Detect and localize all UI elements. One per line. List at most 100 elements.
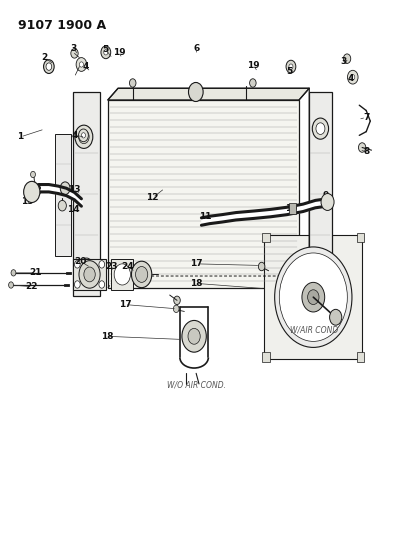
Circle shape bbox=[351, 75, 355, 80]
Circle shape bbox=[129, 79, 136, 87]
Circle shape bbox=[315, 262, 326, 276]
Circle shape bbox=[189, 83, 203, 101]
Circle shape bbox=[188, 328, 200, 344]
Circle shape bbox=[275, 247, 352, 348]
Text: W/AIR COND: W/AIR COND bbox=[291, 326, 339, 335]
Circle shape bbox=[99, 281, 105, 288]
Text: 24: 24 bbox=[121, 262, 134, 271]
Bar bbox=[73, 259, 106, 290]
Text: 2: 2 bbox=[42, 53, 48, 62]
Text: 15: 15 bbox=[21, 198, 34, 206]
Circle shape bbox=[136, 266, 148, 282]
Wedge shape bbox=[282, 301, 308, 336]
Bar bbox=[55, 134, 71, 256]
Text: 18: 18 bbox=[190, 279, 203, 288]
Text: 12: 12 bbox=[146, 193, 159, 202]
Text: 3: 3 bbox=[70, 44, 76, 53]
Text: 3: 3 bbox=[340, 57, 346, 66]
Circle shape bbox=[259, 262, 265, 271]
Text: 4: 4 bbox=[348, 74, 354, 83]
Text: W/O AIR COND.: W/O AIR COND. bbox=[167, 380, 226, 389]
Circle shape bbox=[58, 200, 66, 211]
Circle shape bbox=[80, 258, 93, 275]
Bar bbox=[309, 92, 332, 296]
Bar bbox=[111, 259, 134, 290]
Text: 7: 7 bbox=[363, 113, 369, 122]
Bar bbox=[263, 233, 270, 242]
Circle shape bbox=[79, 261, 100, 288]
Circle shape bbox=[74, 281, 80, 288]
Wedge shape bbox=[309, 309, 339, 338]
Text: 10: 10 bbox=[285, 204, 297, 213]
Text: 13: 13 bbox=[68, 185, 81, 195]
Text: 1: 1 bbox=[17, 132, 23, 141]
Bar bbox=[263, 352, 270, 362]
Text: 14: 14 bbox=[67, 205, 80, 214]
Circle shape bbox=[9, 282, 14, 288]
Text: 21: 21 bbox=[29, 268, 42, 277]
Bar bbox=[265, 235, 362, 359]
Text: 5: 5 bbox=[286, 67, 292, 76]
Circle shape bbox=[76, 58, 87, 71]
Circle shape bbox=[174, 296, 180, 304]
Bar bbox=[357, 352, 364, 362]
Circle shape bbox=[358, 143, 366, 152]
Text: 4: 4 bbox=[72, 131, 78, 140]
Circle shape bbox=[312, 118, 328, 139]
Circle shape bbox=[60, 182, 70, 195]
Text: 17: 17 bbox=[190, 260, 203, 268]
Circle shape bbox=[302, 282, 325, 312]
Text: 9: 9 bbox=[322, 191, 329, 199]
Polygon shape bbox=[108, 88, 309, 100]
Circle shape bbox=[344, 54, 351, 63]
Circle shape bbox=[101, 46, 111, 59]
Circle shape bbox=[182, 320, 206, 352]
Text: 23: 23 bbox=[105, 262, 118, 271]
Circle shape bbox=[75, 125, 93, 148]
Text: 18: 18 bbox=[101, 332, 113, 341]
Bar bbox=[357, 233, 364, 242]
Wedge shape bbox=[304, 256, 335, 282]
Circle shape bbox=[44, 60, 54, 74]
Text: 19: 19 bbox=[113, 48, 126, 57]
Circle shape bbox=[11, 270, 16, 276]
Circle shape bbox=[79, 129, 88, 142]
Circle shape bbox=[279, 253, 347, 341]
Bar bbox=[108, 100, 299, 288]
Text: 17: 17 bbox=[119, 300, 131, 309]
Text: 5: 5 bbox=[103, 45, 109, 54]
Wedge shape bbox=[326, 273, 345, 314]
Circle shape bbox=[330, 309, 342, 325]
Bar bbox=[289, 203, 296, 214]
Bar bbox=[73, 92, 100, 296]
Circle shape bbox=[81, 133, 85, 138]
Text: 16: 16 bbox=[29, 183, 42, 192]
Circle shape bbox=[74, 261, 80, 268]
Circle shape bbox=[286, 60, 296, 73]
Circle shape bbox=[307, 290, 319, 304]
Circle shape bbox=[132, 261, 152, 288]
Text: 8: 8 bbox=[363, 147, 369, 156]
Circle shape bbox=[84, 267, 95, 282]
Text: 4: 4 bbox=[82, 62, 89, 71]
Circle shape bbox=[321, 193, 334, 211]
Circle shape bbox=[71, 49, 78, 58]
Circle shape bbox=[114, 264, 130, 285]
Circle shape bbox=[46, 63, 52, 70]
Text: 9107 1900 A: 9107 1900 A bbox=[18, 19, 106, 32]
Text: 20: 20 bbox=[74, 257, 86, 266]
Circle shape bbox=[289, 64, 293, 69]
Circle shape bbox=[79, 62, 83, 67]
Circle shape bbox=[79, 130, 89, 144]
Circle shape bbox=[99, 261, 105, 268]
Circle shape bbox=[24, 181, 40, 203]
Circle shape bbox=[173, 305, 179, 312]
Circle shape bbox=[30, 171, 35, 177]
Circle shape bbox=[249, 79, 256, 87]
Text: 22: 22 bbox=[25, 282, 38, 291]
Circle shape bbox=[104, 50, 108, 55]
Wedge shape bbox=[282, 261, 306, 297]
Text: 6: 6 bbox=[194, 44, 200, 53]
Circle shape bbox=[316, 123, 325, 134]
Circle shape bbox=[347, 70, 358, 84]
